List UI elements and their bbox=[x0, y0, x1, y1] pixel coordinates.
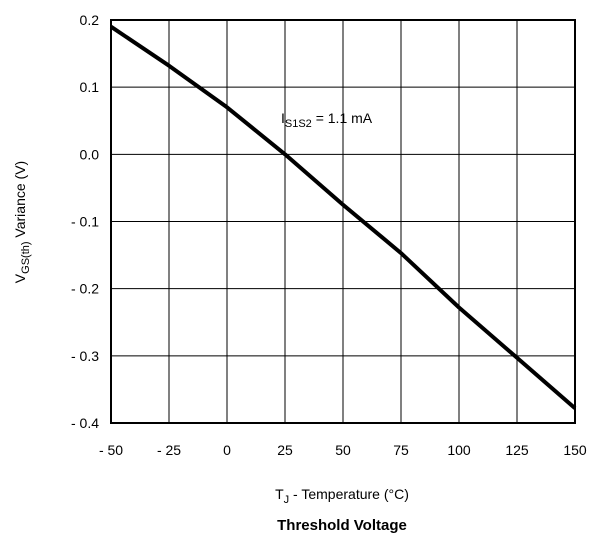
series-line bbox=[109, 25, 577, 410]
annotation-rest: = 1.1 mA bbox=[312, 110, 373, 126]
grid-lines bbox=[110, 19, 576, 424]
x-tick-label: 150 bbox=[563, 442, 587, 458]
x-tick-label: - 25 bbox=[157, 442, 181, 458]
x-axis-title-sub: J bbox=[284, 494, 290, 506]
y-axis-title: VGS(th) Variance (V) bbox=[12, 161, 32, 283]
y-tick-label: 0.2 bbox=[80, 12, 100, 28]
y-tick-label: - 0.4 bbox=[71, 415, 99, 431]
x-tick-label: 125 bbox=[505, 442, 529, 458]
x-tick-label: 0 bbox=[223, 442, 231, 458]
annotation-main: I bbox=[281, 110, 285, 126]
plot-frame bbox=[110, 19, 576, 424]
x-tick-label: 50 bbox=[335, 442, 351, 458]
y-tick-label: 0.1 bbox=[80, 79, 100, 95]
y-axis-title-main: V bbox=[12, 273, 28, 283]
y-axis-title-rest: Variance (V) bbox=[12, 161, 28, 242]
current-annotation: IS1S2 = 1.1 mA bbox=[281, 110, 373, 130]
x-tick-label: - 50 bbox=[99, 442, 123, 458]
y-tick-label: - 0.1 bbox=[71, 214, 99, 230]
x-tick-label: 100 bbox=[447, 442, 471, 458]
y-tick-labels: 0.2 0.1 0.0 - 0.1 - 0.2 - 0.3 - 0.4 bbox=[71, 12, 99, 431]
x-tick-label: 25 bbox=[277, 442, 293, 458]
series-group bbox=[109, 25, 577, 410]
x-tick-labels: - 50 - 25 0 25 50 75 100 125 150 bbox=[99, 442, 587, 458]
chart-title: Threshold Voltage bbox=[277, 517, 407, 534]
x-axis-title-main: T bbox=[275, 486, 284, 502]
y-tick-label: 0.0 bbox=[80, 146, 100, 162]
x-axis-title: TJ - Temperature (°C) bbox=[275, 486, 409, 506]
annotation-sub: S1S2 bbox=[285, 118, 312, 130]
x-tick-label: 75 bbox=[393, 442, 409, 458]
y-tick-label: - 0.2 bbox=[71, 281, 99, 297]
y-tick-label: - 0.3 bbox=[71, 348, 99, 364]
y-axis-title-sub: GS(th) bbox=[20, 241, 32, 273]
x-axis-title-rest: - Temperature (°C) bbox=[289, 486, 409, 502]
